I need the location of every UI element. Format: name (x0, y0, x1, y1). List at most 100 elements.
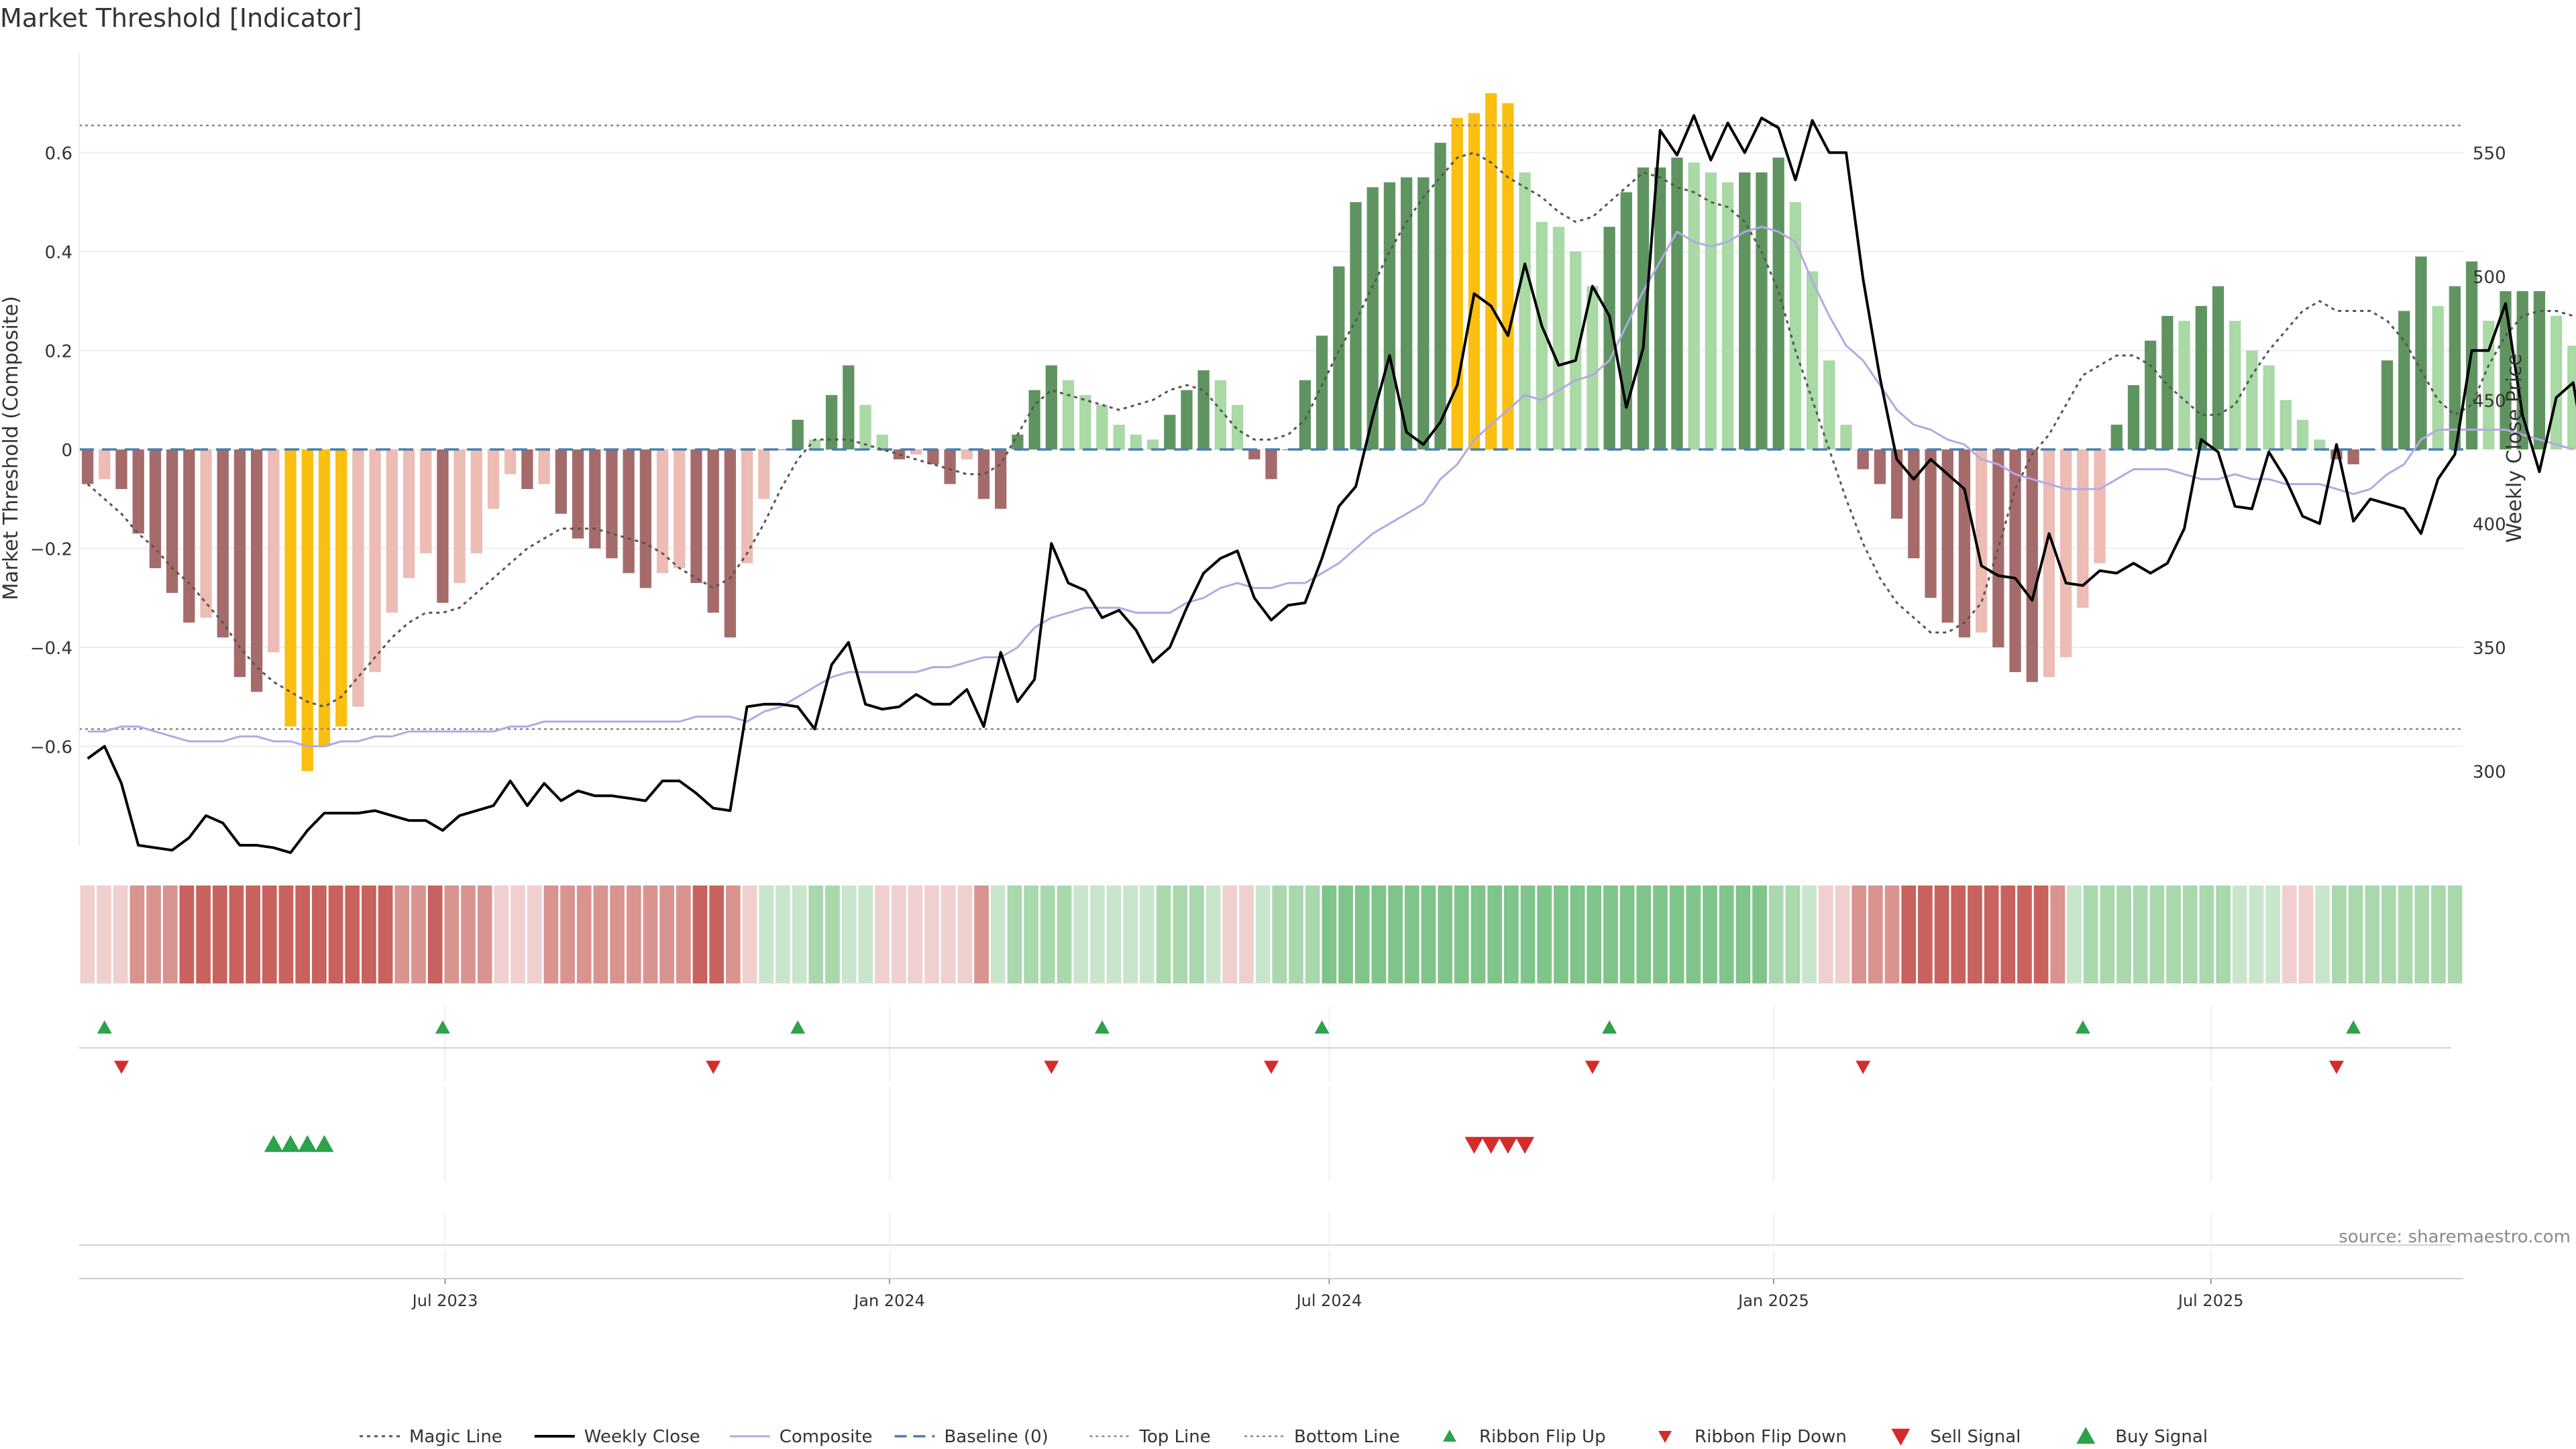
ribbon-flip-down-marker (2328, 1061, 2344, 1074)
ribbon-cell (941, 885, 956, 983)
composite-bar (233, 449, 246, 678)
ribbon-cell (1338, 885, 1353, 983)
ribbon-cell (494, 885, 509, 983)
composite-bar (1231, 405, 1244, 449)
ribbon-cell (1703, 885, 1717, 983)
ribbon-cell (2315, 885, 2330, 983)
y-tick-right-label: 300 (2473, 762, 2506, 782)
ribbon-cell (1851, 885, 1866, 983)
ribbon-cell (345, 885, 360, 983)
buy-signal-marker (281, 1135, 301, 1152)
ribbon-cell (1603, 885, 1618, 983)
composite-bar (2246, 350, 2258, 449)
composite-bar (1941, 449, 1953, 623)
composite-bar (2110, 425, 2123, 449)
ribbon-cell (1073, 885, 1089, 983)
ribbon-cell (1090, 885, 1105, 983)
ribbon-cell (1354, 885, 1370, 983)
y-tick-right-label: 400 (2473, 515, 2506, 535)
ribbon-cell (1371, 885, 1387, 983)
ribbon-cell (891, 885, 906, 983)
ribbon-cell (841, 885, 857, 983)
composite-bar (1552, 227, 1565, 449)
sell-signal-marker (1515, 1136, 1535, 1154)
composite-bar (741, 449, 753, 564)
ribbon-cell (2216, 885, 2231, 983)
legend-item: Ribbon Flip Up (1442, 1427, 1606, 1447)
ribbon-cell (1106, 885, 1122, 983)
magic-line (87, 152, 2576, 708)
signal-panels (79, 1006, 2451, 1246)
ribbon-cell (1619, 885, 1635, 983)
x-tick-label: Jul 2023 (411, 1291, 478, 1310)
composite-bar (1485, 93, 1497, 449)
composite-bar (1502, 103, 1514, 449)
y-tick-left-label: 0.6 (45, 144, 72, 164)
composite-bar (674, 449, 686, 568)
legend-item: Composite (729, 1427, 873, 1447)
composite-bar (504, 449, 517, 474)
y-tick-left-label: −0.4 (30, 639, 72, 659)
composite-bar (690, 449, 702, 584)
ribbon-cell (1205, 885, 1221, 983)
ribbon-cell (2298, 885, 2314, 983)
ribbon-cell (1802, 885, 1817, 983)
ribbon-cell (2447, 885, 2463, 983)
composite-bar (961, 449, 973, 460)
composite-bar (1688, 162, 1700, 449)
ribbon-cell (2083, 885, 2098, 983)
composite-bar (1028, 390, 1040, 449)
composite-bar (2279, 400, 2292, 449)
composite-bar (1874, 449, 1886, 484)
ribbon-cell (1918, 885, 1933, 983)
composite-bar (1434, 142, 1446, 449)
ribbon-cell (593, 885, 608, 983)
ribbon-cell (196, 885, 211, 983)
ribbon-cell (1057, 885, 1072, 983)
composite-bar (318, 449, 331, 747)
composite-bar (1587, 286, 1599, 449)
composite-bar (1248, 449, 1260, 460)
ribbon-cell (146, 885, 161, 983)
composite-bar (775, 449, 787, 450)
ribbon-cell (2365, 885, 2380, 983)
ribbon-flip-down-marker (1856, 1061, 1871, 1074)
composite-bar (1468, 113, 1481, 449)
composite-bar (639, 449, 652, 588)
composite-bar (1739, 172, 1751, 449)
ribbon-cell (312, 885, 327, 983)
composite-bar (2009, 449, 2021, 672)
ribbon-cell (1818, 885, 1833, 983)
y-tick-left-label: −0.6 (30, 738, 72, 758)
composite-bar (386, 449, 398, 613)
ribbon-cell (2265, 885, 2281, 983)
composite-bar (402, 449, 415, 578)
ribbon-cell (1719, 885, 1734, 983)
composite-bar (1146, 439, 1159, 449)
composite-bar (2432, 306, 2444, 449)
composite-bar (1012, 434, 1024, 449)
legend-item: Weekly Close (534, 1427, 700, 1447)
ribbon-cell (709, 885, 724, 983)
ribbon-flip-down-marker (706, 1061, 721, 1074)
upper-panel-axes: 0.6 0.4 0.2 0 −0.2 −0.4 −0.6 550 500 450 400 350 300 (30, 54, 2506, 845)
ribbon-cell (692, 885, 708, 983)
composite-bar (1637, 167, 1650, 449)
composite-bar (115, 449, 127, 489)
ribbon-cell (643, 885, 658, 983)
composite-bar (183, 449, 195, 623)
ribbon-cell (2000, 885, 2016, 983)
composite-bar (656, 449, 669, 574)
legend-swatch (2076, 1427, 2096, 1444)
composite-bar (1383, 182, 1396, 449)
ribbon-cell (1653, 885, 1668, 983)
weekly-close-line (87, 114, 2576, 855)
x-axis: Jul 2023 Jan 2024 Jul 2024 Jan 2025 Jul 2025 (79, 1250, 2463, 1310)
composite-bar (2145, 340, 2157, 449)
composite-bar (1113, 425, 1125, 449)
ribbon-cell (1735, 885, 1751, 983)
legend-label: Baseline (0) (944, 1427, 1048, 1447)
composite-bar (606, 449, 618, 559)
composite-bar (2043, 449, 2055, 678)
ribbon-cell (2149, 885, 2165, 983)
